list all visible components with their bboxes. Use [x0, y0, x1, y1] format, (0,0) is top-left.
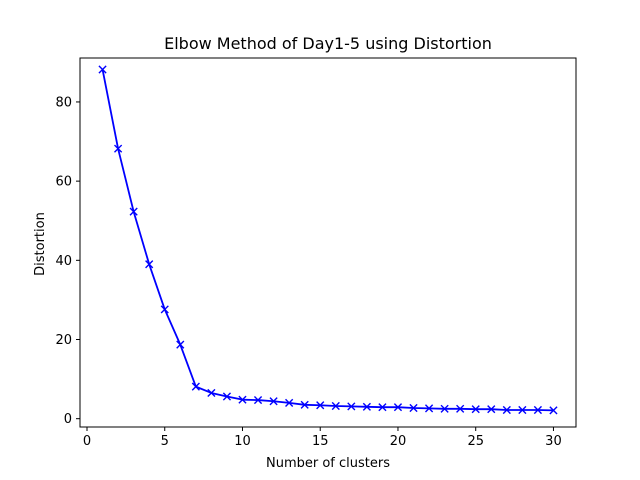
x-marker-stroke — [222, 392, 232, 401]
x-marker-stroke — [191, 382, 200, 391]
x-marker-stroke — [145, 260, 154, 269]
data-point — [502, 405, 511, 415]
data-point — [471, 405, 480, 414]
data-point — [207, 388, 216, 398]
data-point — [378, 403, 387, 412]
data-point — [393, 403, 403, 412]
series-line — [101, 69, 554, 412]
data-point — [549, 406, 558, 415]
x-tick-label: 25 — [467, 434, 484, 449]
data-point — [253, 395, 263, 405]
x-marker-stroke — [549, 406, 558, 415]
x-marker-stroke — [300, 400, 309, 409]
data-point — [409, 403, 418, 413]
x-marker-stroke — [362, 402, 371, 411]
data-point — [285, 398, 294, 407]
data-point — [222, 392, 232, 401]
x-marker-stroke — [176, 340, 185, 349]
x-marker-stroke — [533, 405, 543, 415]
x-marker-stroke — [285, 398, 294, 407]
y-tick-label: 40 — [55, 254, 72, 269]
axes: 0 5 10 15 20 25 30 0 20 40 60 80 — [55, 57, 577, 449]
y-tick-label: 60 — [55, 175, 72, 190]
data-point — [440, 404, 449, 413]
data-point — [129, 207, 138, 216]
plot-frame — [79, 57, 577, 428]
x-marker-stroke — [207, 388, 216, 398]
x-marker-stroke — [113, 144, 123, 153]
y-tick-label: 20 — [55, 333, 72, 348]
data-point — [191, 382, 200, 391]
data-point — [300, 400, 309, 409]
x-marker-stroke — [331, 401, 340, 411]
x-marker-stroke — [502, 405, 511, 415]
x-marker-stroke — [253, 395, 263, 405]
data-point — [331, 401, 340, 411]
data-point — [113, 144, 123, 153]
x-marker-stroke — [347, 402, 356, 411]
data-point — [269, 397, 278, 406]
x-marker-stroke — [409, 403, 418, 413]
data-point — [533, 405, 543, 415]
chart-title: Elbow Method of Day1-5 using Distortion — [164, 34, 492, 53]
y-axis-label: Distortion — [33, 212, 48, 276]
y-tick-label: 80 — [55, 95, 72, 110]
data-point — [238, 395, 247, 404]
data-point — [160, 305, 169, 314]
x-marker-stroke — [518, 405, 527, 415]
x-marker-stroke — [487, 405, 496, 414]
x-marker-stroke — [160, 305, 169, 314]
x-marker-stroke — [440, 404, 449, 413]
x-marker-stroke — [424, 404, 434, 413]
data-point — [487, 405, 496, 414]
data-point — [518, 405, 527, 415]
x-marker-stroke — [269, 397, 278, 406]
data-point — [316, 401, 325, 410]
data-point — [98, 65, 107, 74]
x-marker-stroke — [238, 395, 247, 404]
x-axis-label: Number of clusters — [266, 456, 390, 471]
x-tick-label: 5 — [161, 434, 169, 449]
x-tick-label: 10 — [234, 434, 251, 449]
x-tick-label: 15 — [312, 434, 329, 449]
x-tick-label: 20 — [390, 434, 407, 449]
y-tick-label: 0 — [64, 412, 72, 427]
x-tick-label: 0 — [83, 434, 91, 449]
data-point — [145, 260, 154, 269]
data-point — [424, 404, 434, 413]
x-marker-stroke — [471, 405, 480, 414]
x-marker-stroke — [378, 403, 387, 412]
data-point — [176, 340, 185, 349]
x-marker-stroke — [393, 403, 403, 412]
plot-area — [98, 65, 558, 415]
x-marker-stroke — [98, 65, 107, 74]
x-marker-stroke — [129, 207, 138, 216]
data-point — [362, 402, 371, 411]
x-marker-stroke — [316, 401, 325, 410]
x-tick-label: 30 — [545, 434, 562, 449]
data-point — [347, 402, 356, 411]
x-marker-stroke — [456, 404, 465, 413]
data-point — [456, 404, 465, 413]
